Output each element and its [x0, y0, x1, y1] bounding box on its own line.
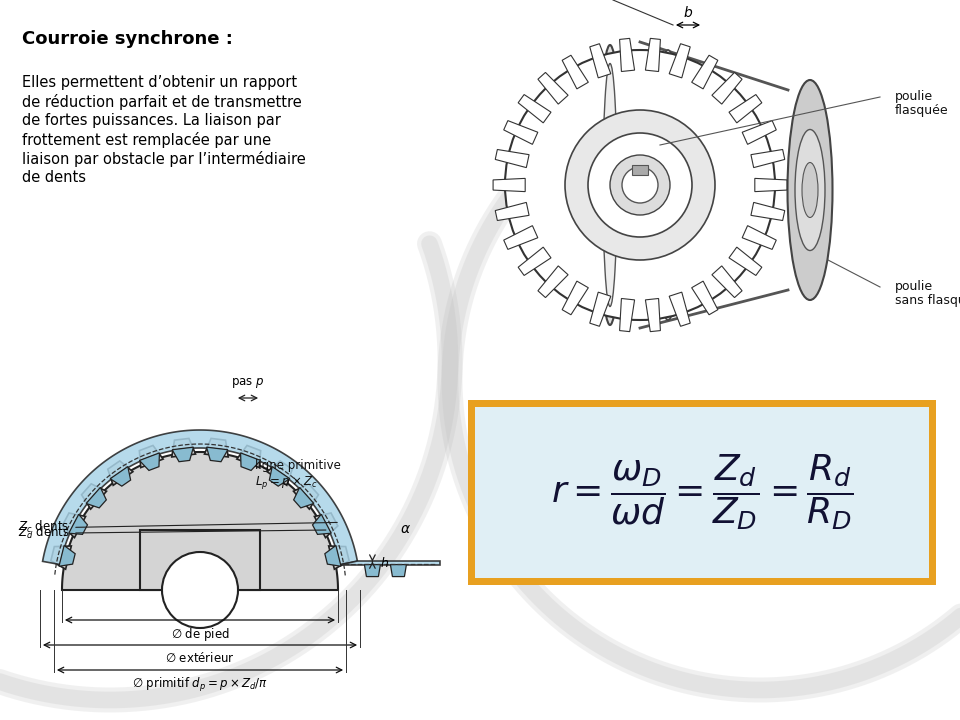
Text: $h$: $h$	[380, 556, 390, 570]
Polygon shape	[294, 487, 314, 508]
Polygon shape	[86, 487, 107, 508]
Polygon shape	[267, 461, 292, 485]
Polygon shape	[504, 225, 538, 249]
Text: de réduction parfait et de transmettre: de réduction parfait et de transmettre	[22, 94, 301, 110]
Polygon shape	[729, 94, 762, 123]
Bar	[632, 165, 648, 175]
Polygon shape	[518, 247, 551, 276]
Ellipse shape	[603, 63, 617, 307]
Polygon shape	[742, 225, 777, 249]
Polygon shape	[493, 179, 525, 192]
Bar	[468, 400, 936, 585]
Text: $\alpha$: $\alpha$	[399, 522, 411, 536]
Circle shape	[162, 552, 238, 628]
Polygon shape	[51, 546, 71, 570]
Polygon shape	[495, 202, 529, 220]
Polygon shape	[755, 179, 787, 192]
Polygon shape	[365, 564, 380, 577]
Text: ligne primitive
$L_p = p \times Z_c$: ligne primitive $L_p = p \times Z_c$	[255, 459, 341, 491]
Text: $\varnothing$ extérieur: $\varnothing$ extérieur	[165, 651, 235, 665]
Polygon shape	[563, 55, 588, 89]
Polygon shape	[589, 292, 611, 326]
Polygon shape	[504, 121, 538, 144]
Polygon shape	[691, 281, 718, 315]
Text: de fortes puissances. La liaison par: de fortes puissances. La liaison par	[22, 113, 281, 128]
Polygon shape	[241, 453, 260, 470]
Polygon shape	[139, 453, 159, 470]
Polygon shape	[391, 564, 406, 577]
Polygon shape	[729, 247, 762, 276]
Polygon shape	[315, 513, 338, 538]
Polygon shape	[139, 446, 163, 467]
Text: $r = \dfrac{\omega_D}{\omega d} = \dfrac{Z_d}{Z_D} = \dfrac{R_d}{R_D}$: $r = \dfrac{\omega_D}{\omega d} = \dfrac…	[550, 452, 853, 533]
Ellipse shape	[654, 50, 682, 320]
Polygon shape	[691, 55, 718, 89]
Text: $Z_c$ dents: $Z_c$ dents	[18, 519, 69, 536]
Text: frottement est remplacée par une: frottement est remplacée par une	[22, 132, 271, 148]
Text: $\varnothing$ primitif $d_p = p \times Z_d / \pi$: $\varnothing$ primitif $d_p = p \times Z…	[132, 676, 268, 694]
Ellipse shape	[795, 130, 825, 251]
Polygon shape	[270, 467, 290, 486]
Bar	[140, 530, 260, 590]
Polygon shape	[645, 299, 660, 332]
Circle shape	[505, 50, 775, 320]
Polygon shape	[751, 150, 784, 168]
Polygon shape	[712, 73, 742, 104]
Polygon shape	[62, 513, 85, 538]
Polygon shape	[328, 546, 349, 570]
Text: $b$: $b$	[683, 5, 693, 20]
Polygon shape	[172, 447, 194, 462]
Polygon shape	[82, 484, 107, 509]
Circle shape	[565, 110, 715, 260]
Polygon shape	[518, 94, 551, 123]
Text: $\varnothing$ de pied: $\varnothing$ de pied	[171, 626, 229, 643]
Ellipse shape	[802, 163, 818, 217]
Text: flasquée: flasquée	[895, 104, 948, 117]
Polygon shape	[206, 447, 228, 462]
Circle shape	[622, 167, 658, 203]
Polygon shape	[172, 438, 196, 457]
Polygon shape	[538, 266, 568, 297]
Polygon shape	[751, 202, 784, 220]
Text: $Z_d$ dents: $Z_d$ dents	[18, 525, 70, 541]
Polygon shape	[669, 44, 690, 78]
Polygon shape	[589, 44, 611, 78]
Polygon shape	[495, 150, 529, 168]
Polygon shape	[204, 438, 228, 457]
Polygon shape	[69, 514, 87, 534]
Polygon shape	[619, 38, 635, 71]
Ellipse shape	[599, 45, 621, 325]
Polygon shape	[62, 452, 338, 590]
Polygon shape	[59, 546, 75, 566]
Polygon shape	[340, 562, 440, 564]
Text: pas $p$: pas $p$	[231, 376, 265, 390]
Polygon shape	[669, 292, 690, 326]
Polygon shape	[42, 430, 357, 564]
Polygon shape	[619, 299, 635, 332]
Text: de dents: de dents	[22, 170, 86, 185]
Text: sans flasque: sans flasque	[895, 294, 960, 307]
Polygon shape	[294, 484, 319, 509]
Text: Elles permettent d’obtenir un rapport: Elles permettent d’obtenir un rapport	[22, 75, 298, 90]
Text: liaison par obstacle par l’intermédiaire: liaison par obstacle par l’intermédiaire	[22, 151, 305, 167]
Polygon shape	[563, 281, 588, 315]
Polygon shape	[742, 121, 777, 144]
Bar	[475, 407, 929, 578]
Ellipse shape	[787, 80, 832, 300]
Text: Courroie synchrone :: Courroie synchrone :	[22, 30, 233, 48]
Circle shape	[588, 133, 692, 237]
Polygon shape	[324, 546, 341, 566]
Polygon shape	[237, 446, 261, 467]
Polygon shape	[538, 73, 568, 104]
Polygon shape	[108, 461, 132, 485]
Polygon shape	[712, 266, 742, 297]
Polygon shape	[313, 514, 331, 534]
Polygon shape	[110, 467, 131, 486]
Circle shape	[610, 155, 670, 215]
Text: poulie: poulie	[895, 280, 933, 293]
Text: poulie: poulie	[895, 90, 933, 103]
Polygon shape	[645, 38, 660, 71]
